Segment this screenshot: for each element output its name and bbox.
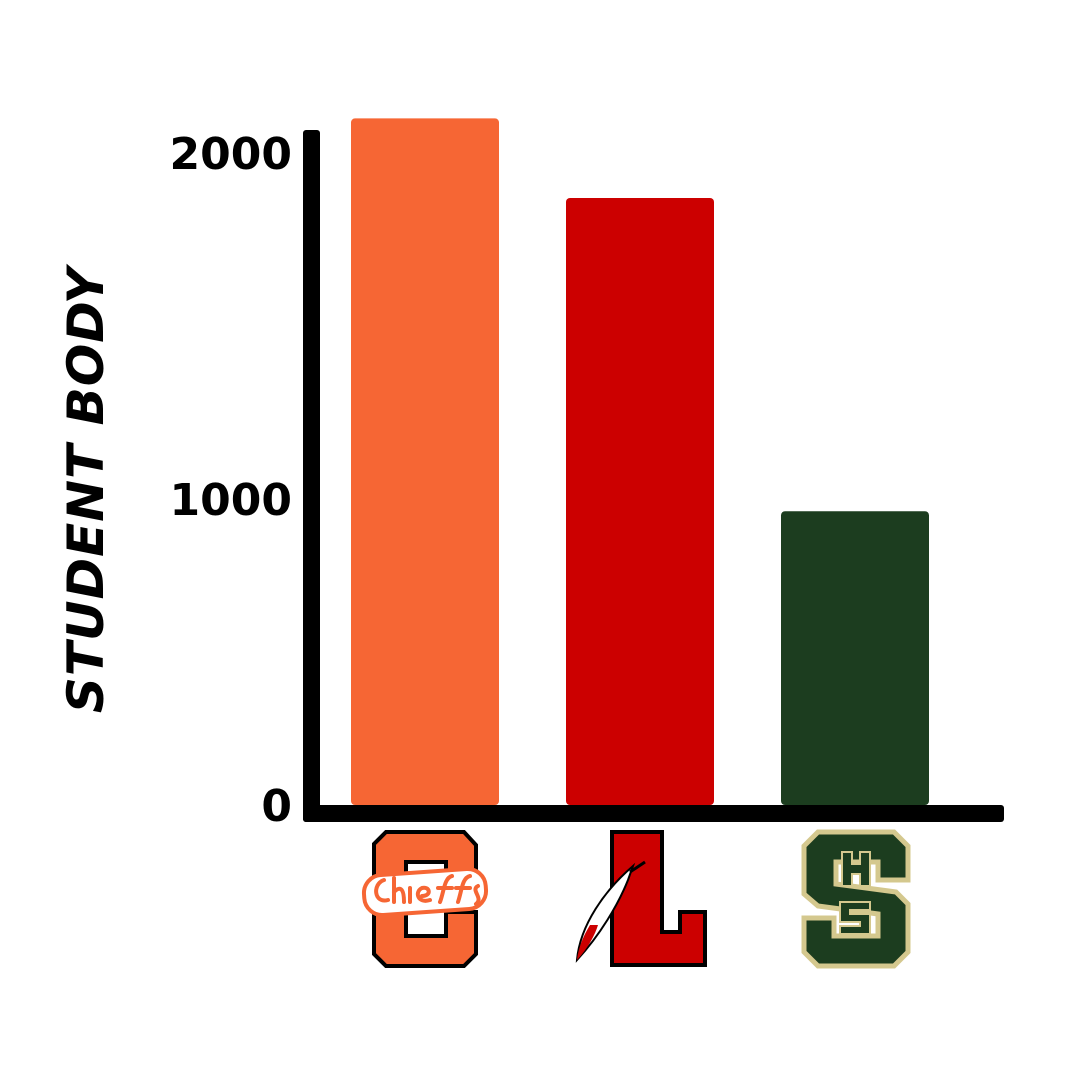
- x-axis-line: [303, 805, 1004, 822]
- y-tick-label: 0: [261, 781, 292, 832]
- bar-2: [781, 511, 929, 805]
- hs-logo: [801, 829, 911, 969]
- y-tick-label: 1000: [170, 475, 292, 526]
- y-axis-line: [303, 130, 320, 822]
- logo-letter-s-shape: [801, 829, 911, 969]
- y-tick-label: 2000: [170, 129, 292, 180]
- feather-tip: [577, 925, 598, 960]
- logo-chiefs-script: [374, 874, 481, 906]
- logo-letter-h: [841, 851, 871, 887]
- chiefs-logo: [361, 830, 489, 968]
- logo-letter-l-shape: [610, 830, 707, 967]
- bar-1: [566, 197, 714, 806]
- logo-letter-s-inner: [839, 901, 871, 935]
- bar-0: [351, 118, 499, 805]
- l-logo: [575, 830, 707, 967]
- feather-quill: [629, 860, 646, 874]
